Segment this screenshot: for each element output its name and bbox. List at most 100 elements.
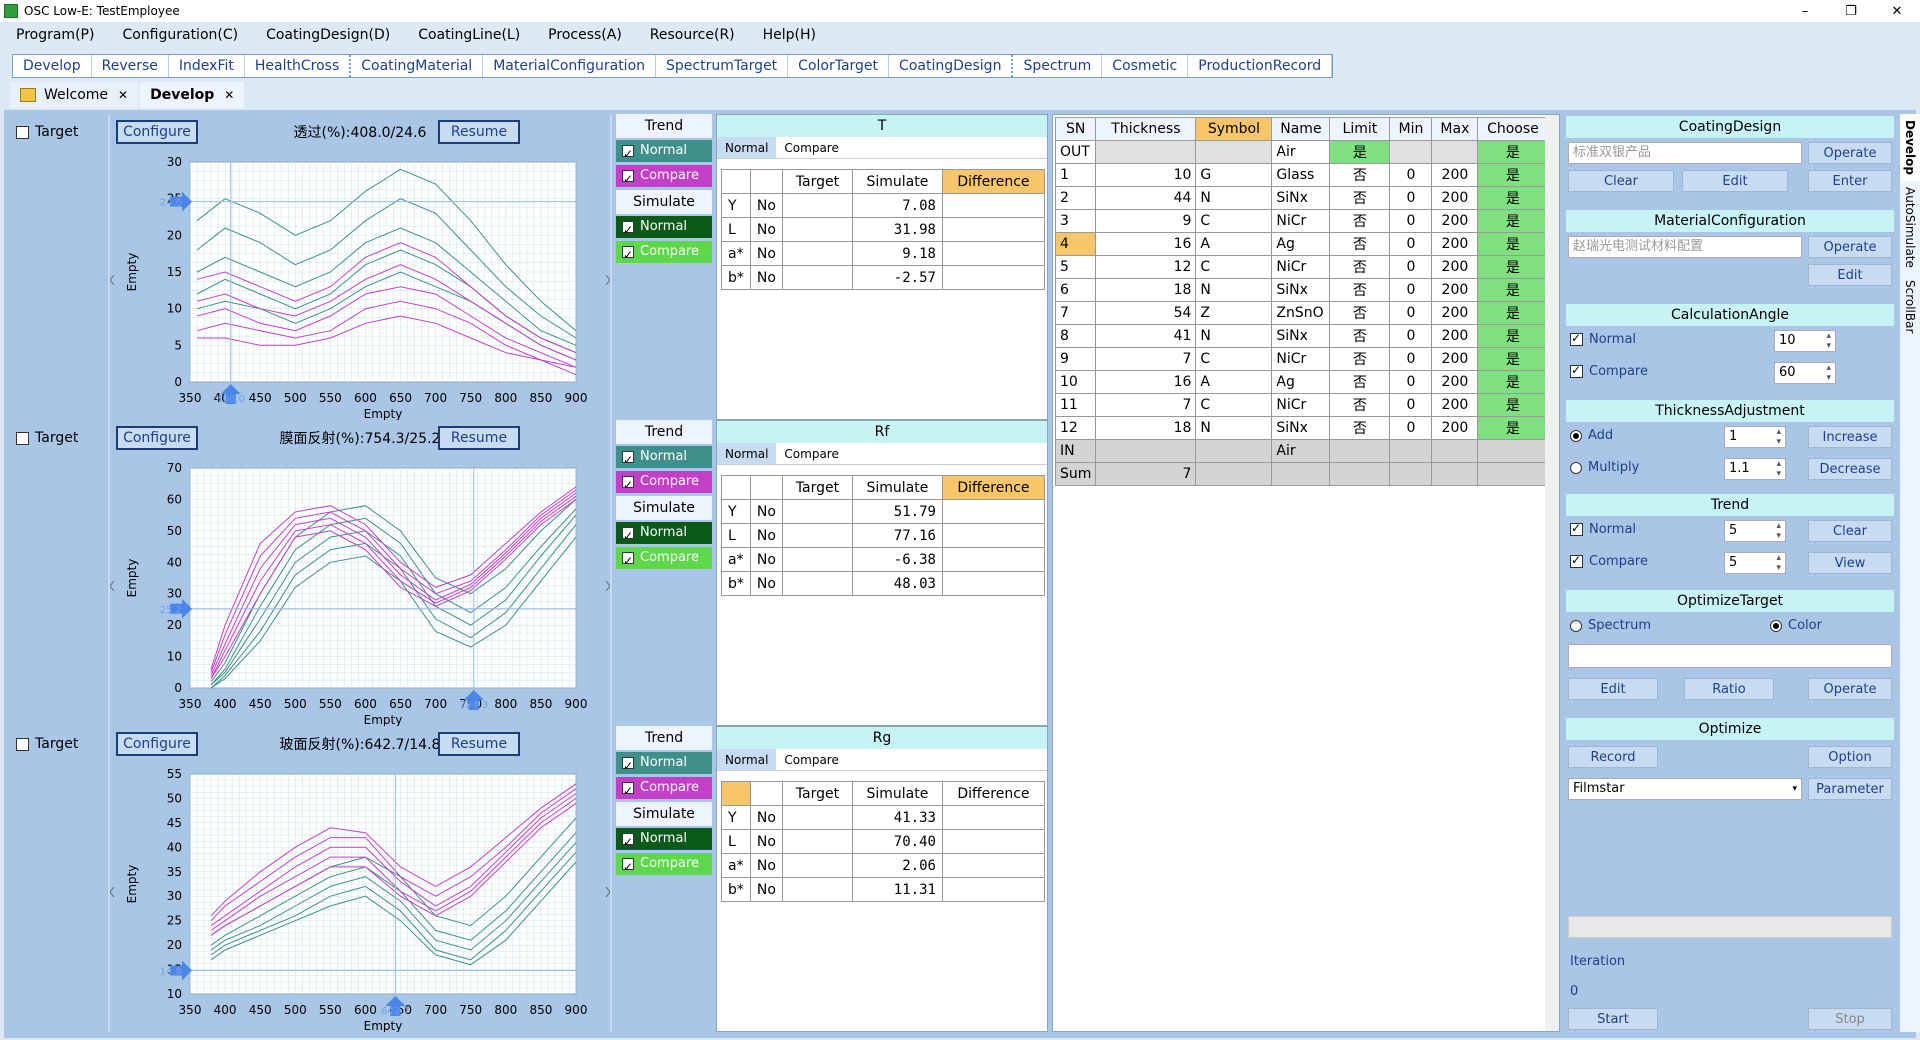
col-choose[interactable]: Choose [1477, 117, 1549, 141]
layer-symbol[interactable]: C [1195, 255, 1273, 279]
layer-row-out[interactable]: OUT Air 是是 [1054, 140, 1549, 164]
checkbox[interactable] [16, 737, 29, 751]
layer-choose[interactable]: 是 [1477, 301, 1549, 325]
layer-choose[interactable]: 是 [1477, 278, 1549, 302]
layer-max[interactable]: 200 [1431, 416, 1479, 440]
layer-max[interactable]: 200 [1431, 232, 1479, 256]
layer-choose[interactable]: 是 [1477, 416, 1549, 440]
metric-flag[interactable]: No [749, 499, 783, 524]
metric-flag[interactable]: No [749, 853, 783, 878]
layer-min[interactable]: 0 [1389, 301, 1433, 325]
material-config-field[interactable]: 赵瑞光电测试材料配置 [1568, 236, 1802, 258]
layer-symbol[interactable]: C [1195, 209, 1273, 233]
checkbox[interactable] [622, 525, 634, 547]
trend-compare[interactable]: Compare [1570, 553, 1648, 569]
resume-button[interactable]: Resume [438, 732, 520, 756]
layer-max[interactable]: 200 [1431, 186, 1479, 210]
subtab-compare[interactable]: Compare [784, 753, 839, 767]
coating-design-field[interactable]: 标准双银产品 [1568, 142, 1802, 164]
optimize-target-edit-button[interactable]: Edit [1568, 678, 1658, 700]
layer-choose[interactable]: 是 [1477, 209, 1549, 233]
coating-design-edit-button[interactable]: Edit [1682, 170, 1788, 192]
layer-thickness[interactable]: 12 [1095, 255, 1197, 279]
trend-compare-input[interactable]: 5 ▴ ▾ [1724, 552, 1786, 574]
spectrum-plot[interactable]: 350 400 450 500 550 600 650 700 750 800 850 9000510… [110, 150, 610, 420]
layer-thickness[interactable]: 18 [1095, 278, 1197, 302]
module-coating-material[interactable]: CoatingMaterial [351, 55, 484, 77]
metric-flag[interactable]: No [749, 523, 783, 548]
checkbox[interactable] [622, 856, 634, 878]
layer-row[interactable]: 8 41 N SiNx 否 0 200 是 [1054, 324, 1549, 348]
module-material-configuration[interactable]: MaterialConfiguration [483, 55, 657, 77]
checkbox[interactable] [622, 831, 634, 853]
checkbox[interactable] [16, 125, 29, 139]
layer-symbol[interactable]: Z [1195, 301, 1273, 325]
menu-configuration[interactable]: Configuration(C) [122, 27, 239, 43]
layer-symbol[interactable]: A [1195, 370, 1273, 394]
layer-thickness[interactable]: 41 [1095, 324, 1197, 348]
layer-max[interactable]: 200 [1431, 301, 1479, 325]
trend-normal-toggle[interactable]: Normal [616, 752, 712, 777]
layer-choose[interactable]: 是 [1477, 347, 1549, 371]
increase-button[interactable]: Increase [1808, 426, 1892, 448]
trend-normal-input[interactable]: 5 ▴ ▾ [1724, 520, 1786, 542]
layer-row[interactable]: 7 54 Z ZnSnO 否 0 200 是 [1054, 301, 1549, 325]
start-button[interactable]: Start [1568, 1008, 1658, 1030]
configure-button[interactable]: Configure [116, 120, 198, 144]
simulate-compare-toggle[interactable]: Compare [616, 241, 712, 266]
layer-limit[interactable]: 否 [1329, 393, 1391, 417]
layer-choose[interactable]: 是 [1477, 186, 1549, 210]
option-button[interactable]: Option [1808, 746, 1892, 768]
layer-limit[interactable]: 否 [1329, 301, 1391, 325]
calc-angle-normal-input[interactable]: 10 ▴ ▾ [1774, 330, 1836, 352]
checkbox[interactable] [622, 449, 634, 471]
thickness-add-input[interactable]: 1 ▴ ▾ [1724, 426, 1786, 448]
target-checkbox[interactable]: Target [16, 124, 78, 140]
layer-row[interactable]: 10 16 A Ag 否 0 200 是 [1054, 370, 1549, 394]
layer-row[interactable]: 9 7 C NiCr 否 0 200 是 [1054, 347, 1549, 371]
layer-choose[interactable]: 是 [1477, 370, 1549, 394]
menu-resource[interactable]: Resource(R) [649, 27, 735, 43]
metric-target[interactable] [781, 853, 853, 878]
thickness-multiply[interactable]: Multiply [1570, 460, 1639, 475]
layer-min[interactable]: 0 [1389, 255, 1433, 279]
spectrum-plot[interactable]: 3504004505005506006507007508008509000102… [110, 456, 610, 726]
module-indexfit[interactable]: IndexFit [169, 55, 245, 77]
module-develop[interactable]: Develop [13, 55, 92, 77]
layer-min[interactable]: 0 [1389, 232, 1433, 256]
layer-thickness[interactable]: 18 [1095, 416, 1197, 440]
layer-row-sum[interactable]: Sum 7 [1054, 462, 1549, 486]
layer-symbol[interactable]: G [1195, 163, 1273, 187]
coating-design-clear-button[interactable]: Clear [1568, 170, 1674, 192]
metric-target[interactable] [781, 829, 853, 854]
trend-normal[interactable]: Normal [1570, 521, 1636, 537]
layer-limit[interactable]: 否 [1329, 209, 1391, 233]
trend-view-button[interactable]: View [1808, 552, 1892, 574]
layer-min[interactable]: 0 [1389, 324, 1433, 348]
layer-thickness[interactable]: 7 [1095, 347, 1197, 371]
layer-row-in[interactable]: IN Air [1054, 439, 1549, 463]
simulate-compare-toggle[interactable]: Compare [616, 853, 712, 878]
configure-button[interactable]: Configure [116, 732, 198, 756]
calc-angle-normal[interactable]: Normal [1570, 331, 1636, 347]
tab-welcome[interactable]: Welcome ✕ [10, 82, 139, 108]
radio[interactable] [1570, 619, 1582, 632]
subtab-compare[interactable]: Compare [784, 141, 839, 155]
layer-max[interactable]: 200 [1431, 347, 1479, 371]
layer-max[interactable]: 200 [1431, 324, 1479, 348]
metric-target[interactable] [781, 571, 853, 596]
checkbox[interactable] [1570, 331, 1583, 346]
thickness-add[interactable]: Add [1570, 428, 1613, 443]
layer-symbol[interactable]: A [1195, 232, 1273, 256]
checkbox[interactable] [622, 219, 634, 241]
layer-symbol[interactable]: N [1195, 324, 1273, 348]
layer-row[interactable]: 5 12 C NiCr 否 0 200 是 [1054, 255, 1549, 279]
layer-choose[interactable]: 是 [1477, 140, 1549, 164]
optimize-target-field[interactable] [1568, 644, 1892, 668]
checkbox[interactable] [622, 780, 634, 802]
calc-angle-compare-input[interactable]: 60 ▴ ▾ [1774, 362, 1836, 384]
layer-row[interactable]: 6 18 N SiNx 否 0 200 是 [1054, 278, 1549, 302]
metric-flag[interactable]: No [749, 265, 783, 290]
resume-button[interactable]: Resume [438, 426, 520, 450]
layer-thickness[interactable]: 9 [1095, 209, 1197, 233]
